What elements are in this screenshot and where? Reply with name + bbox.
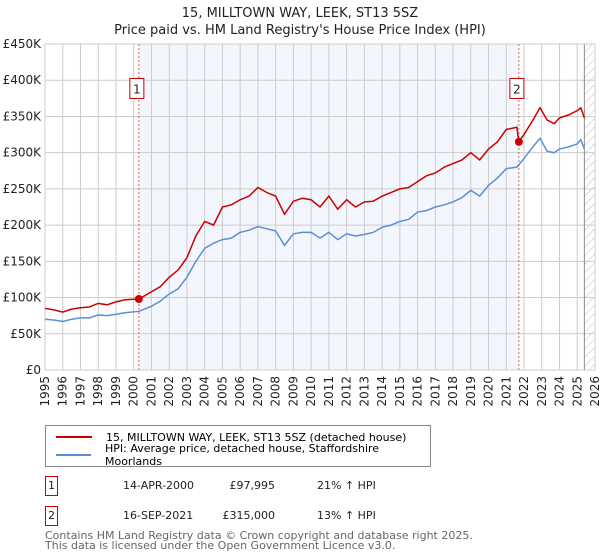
- x-tick-label: 2002: [162, 376, 176, 407]
- sale-marker-box: [509, 77, 525, 99]
- sale-row: 2 16-SEP-2021 £315,000 13% ↑ HPI: [45, 506, 445, 528]
- sale-marker-label: 2: [513, 82, 521, 96]
- y-tick-label: £450K: [3, 37, 43, 51]
- legend-label: 15, MILLTOWN WAY, LEEK, ST13 5SZ (detach…: [106, 430, 407, 444]
- x-tick-label: 2001: [144, 376, 158, 407]
- x-tick-label: 2018: [446, 376, 460, 407]
- x-tick-label: 2006: [233, 376, 247, 407]
- x-tick-label: 2012: [340, 376, 354, 407]
- forecast-hatch: [584, 44, 595, 370]
- y-tick-label: £50K: [10, 327, 42, 341]
- sale-price: £97,995: [229, 479, 276, 492]
- sale-marker-label: 1: [133, 82, 141, 96]
- legend-label: HPI: Average price, detached house, Staf…: [104, 442, 380, 468]
- legend-swatch-blue: [56, 454, 91, 456]
- sale-date: 14-APR-2000: [123, 479, 195, 492]
- x-tick-label: 2007: [251, 376, 265, 407]
- sale-number-badge: 2: [45, 506, 58, 526]
- x-tick-label: 2020: [482, 376, 496, 407]
- x-tick-label: 2010: [304, 376, 318, 407]
- footer: Contains HM Land Registry data © Crown c…: [45, 529, 473, 552]
- x-tick-label: 2021: [499, 376, 513, 407]
- x-tick-label: 2011: [322, 376, 336, 407]
- y-tick-label: £400K: [3, 73, 43, 87]
- y-tick-label: £0: [26, 363, 41, 377]
- price-chart: £0 £50K £100K £150K £200K £250K £300K £350K £400…: [3, 37, 600, 407]
- y-tick-label: £200K: [3, 218, 43, 232]
- x-tick-label: 2009: [286, 376, 300, 407]
- legend-item-property: 15, MILLTOWN WAY, LEEK, ST13 5SZ (detach…: [56, 428, 406, 446]
- legend-item-hpi: HPI: Average price, detached house, Staf…: [56, 442, 430, 468]
- x-tick-label: 2024: [553, 376, 567, 407]
- x-tick-label: 2019: [464, 376, 478, 407]
- x-tick-label: 1999: [109, 376, 123, 407]
- y-tick-label: £350K: [3, 109, 43, 123]
- x-tick-label: 2003: [180, 376, 194, 407]
- x-tick-label: 2005: [215, 376, 229, 407]
- x-tick-label: 1995: [38, 376, 52, 407]
- y-tick-label: £150K: [3, 254, 43, 268]
- x-tick-label: 2023: [535, 376, 549, 407]
- sale-hpi-diff: 13% ↑ HPI: [317, 509, 376, 522]
- y-tick-label: £100K: [3, 291, 43, 305]
- sale-point: [134, 295, 143, 304]
- sale-marker-box: [129, 77, 145, 99]
- sale-date: 16-SEP-2021: [123, 509, 194, 522]
- x-tick-label: 2008: [269, 376, 283, 407]
- series-line: [44, 106, 586, 313]
- sale-number-badge: 1: [45, 476, 58, 496]
- x-tick-label: 2004: [198, 376, 212, 407]
- x-tick-label: 2026: [588, 376, 600, 407]
- chart-subtitle: Price paid vs. HM Land Registry's House …: [114, 23, 486, 38]
- chart-title: 15, MILLTOWN WAY, LEEK, ST13 5SZ: [181, 6, 419, 21]
- x-tick-label: 1998: [91, 376, 105, 407]
- x-tick-label: 2015: [393, 376, 407, 407]
- x-tick-label: 2014: [375, 376, 389, 407]
- y-tick-label: £250K: [3, 182, 43, 196]
- x-tick-label: 2000: [127, 376, 141, 407]
- x-tick-label: 2016: [411, 376, 425, 407]
- x-tick-label: 2017: [428, 376, 442, 407]
- sale-row: 1 14-APR-2000 £97,995 21% ↑ HPI: [45, 476, 445, 498]
- x-tick-label: 2022: [517, 376, 531, 407]
- legend-swatch-red: [56, 436, 92, 438]
- x-tick-label: 1996: [56, 376, 70, 407]
- sale-hpi-diff: 21% ↑ HPI: [317, 479, 376, 492]
- legend: 15, MILLTOWN WAY, LEEK, ST13 5SZ (detach…: [45, 425, 431, 468]
- y-tick-label: £300K: [3, 146, 43, 160]
- sale-point: [514, 137, 523, 146]
- footer-copyright: Contains HM Land Registry data © Crown c…: [45, 529, 473, 542]
- footer-licence: This data is licensed under the Open Gov…: [45, 539, 396, 552]
- series-line: [44, 136, 586, 323]
- x-tick-label: 1997: [73, 376, 87, 407]
- x-tick-label: 2025: [570, 376, 584, 407]
- plot-border: [44, 43, 596, 371]
- sale-price: £315,000: [222, 509, 276, 522]
- x-tick-label: 2013: [357, 376, 371, 407]
